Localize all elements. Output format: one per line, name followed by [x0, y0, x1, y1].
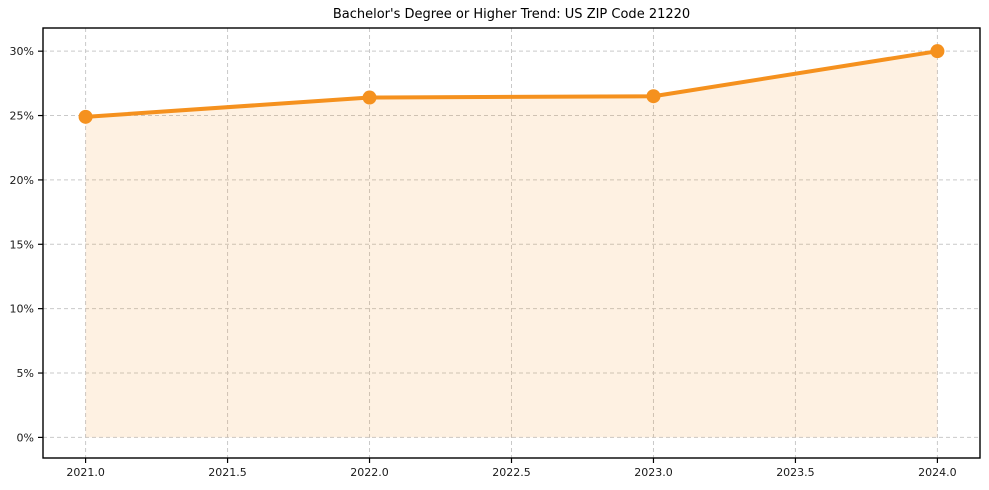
- y-tick-label: 20%: [10, 174, 34, 187]
- x-tick-label: 2024.0: [918, 466, 957, 479]
- y-tick-label: 10%: [10, 303, 34, 316]
- data-point-marker: [646, 89, 661, 104]
- x-tick-label: 2023.0: [634, 466, 673, 479]
- x-tick-label: 2022.5: [492, 466, 531, 479]
- x-tick-label: 2021.5: [208, 466, 247, 479]
- data-point-marker: [78, 109, 93, 124]
- y-tick-label: 30%: [10, 45, 34, 58]
- area-fill: [85, 51, 938, 438]
- data-point-marker: [930, 44, 945, 59]
- trend-line: [83, 49, 940, 119]
- y-tick-label: 5%: [17, 367, 34, 380]
- y-tick-label: 25%: [10, 110, 34, 123]
- x-tick-label: 2022.0: [350, 466, 389, 479]
- chart-title: Bachelor's Degree or Higher Trend: US ZI…: [332, 7, 691, 22]
- y-tick-label: 15%: [10, 238, 34, 251]
- x-tick-label: 2021.0: [66, 466, 105, 479]
- x-tick-label: 2023.5: [776, 466, 815, 479]
- y-tick-label: 0%: [17, 431, 34, 444]
- data-point-marker: [362, 90, 377, 105]
